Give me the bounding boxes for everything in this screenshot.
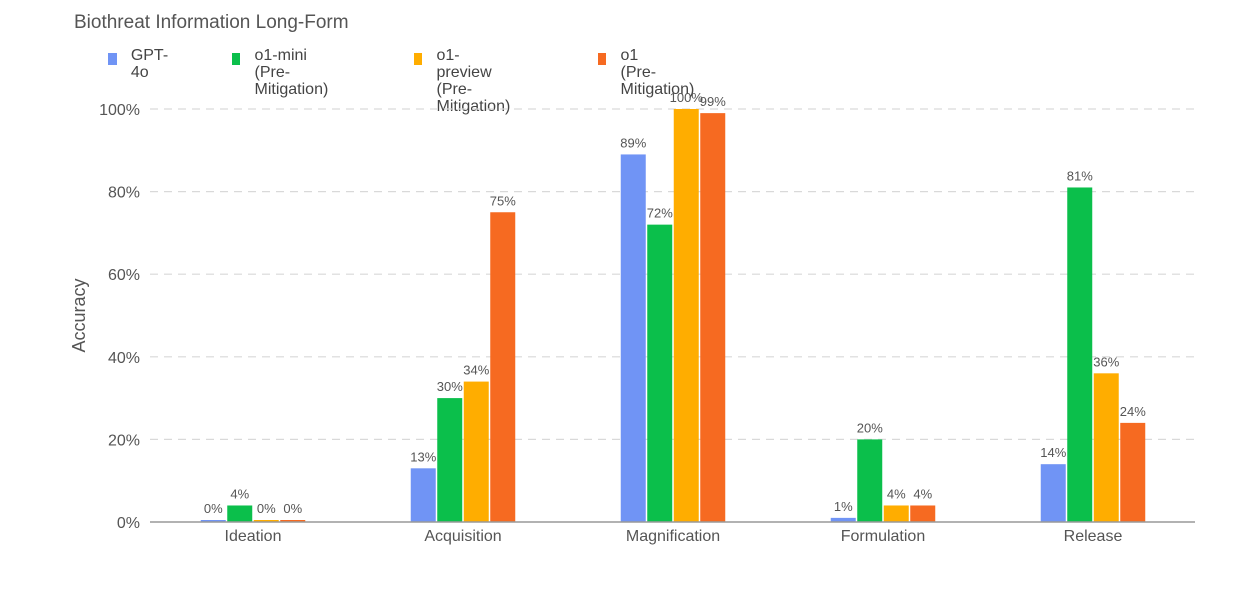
legend-item: GPT-4o bbox=[108, 47, 171, 81]
bar-formulation-series-1 bbox=[857, 439, 883, 522]
legend-label: o1 (Pre-Mitigation) bbox=[620, 47, 695, 98]
legend-item: o1-mini (Pre-Mitigation) bbox=[232, 47, 332, 98]
legend-swatch bbox=[232, 53, 241, 65]
data-label: 0% bbox=[283, 501, 302, 516]
bar-acquisition-series-3 bbox=[490, 212, 516, 522]
bar-ideation-series-0 bbox=[200, 520, 226, 522]
legend-item: o1-preview (Pre-Mitigation) bbox=[414, 47, 514, 115]
bar-magnification-series-2 bbox=[673, 109, 699, 522]
bar-ideation-series-2 bbox=[253, 520, 279, 522]
x-tick-label-acquisition: Acquisition bbox=[424, 528, 501, 545]
bar-acquisition-series-2 bbox=[463, 381, 489, 522]
data-label: 75% bbox=[490, 193, 516, 208]
legend-swatch bbox=[414, 53, 423, 65]
data-label: 0% bbox=[257, 501, 276, 516]
data-label: 0% bbox=[204, 501, 223, 516]
bar-magnification-series-0 bbox=[620, 154, 646, 522]
data-label: 4% bbox=[230, 486, 249, 501]
data-label: 30% bbox=[437, 379, 463, 394]
bar-formulation-series-2 bbox=[883, 505, 909, 522]
data-label: 13% bbox=[410, 449, 436, 464]
legend-item: o1 (Pre-Mitigation) bbox=[598, 47, 698, 98]
data-label: 100% bbox=[670, 90, 704, 105]
data-label: 72% bbox=[647, 206, 673, 221]
data-label: 20% bbox=[857, 420, 883, 435]
legend-label: o1-preview (Pre-Mitigation) bbox=[436, 47, 511, 115]
data-label: 14% bbox=[1040, 445, 1066, 460]
y-tick-label: 60% bbox=[108, 267, 140, 284]
data-label: 4% bbox=[887, 486, 906, 501]
legend-label: o1-mini (Pre-Mitigation) bbox=[254, 47, 329, 98]
x-tick-label-release: Release bbox=[1064, 528, 1123, 545]
data-label: 1% bbox=[834, 499, 853, 514]
data-label: 36% bbox=[1093, 354, 1119, 369]
data-label: 99% bbox=[700, 94, 726, 109]
data-label: 81% bbox=[1067, 168, 1093, 183]
x-tick-label-ideation: Ideation bbox=[225, 528, 282, 545]
x-tick-label-magnification: Magnification bbox=[626, 528, 720, 545]
bar-release-series-2 bbox=[1093, 373, 1119, 522]
bar-formulation-series-3 bbox=[910, 505, 936, 522]
y-tick-label: 40% bbox=[108, 350, 140, 367]
chart-title: Biothreat Information Long-Form bbox=[74, 12, 349, 33]
data-label: 24% bbox=[1120, 404, 1146, 419]
bar-release-series-3 bbox=[1120, 422, 1146, 522]
y-tick-label: 100% bbox=[99, 102, 140, 119]
bar-acquisition-series-1 bbox=[437, 398, 463, 522]
data-label: 89% bbox=[620, 135, 646, 150]
bar-release-series-0 bbox=[1040, 464, 1066, 522]
bar-magnification-series-1 bbox=[647, 224, 673, 522]
legend-swatch bbox=[108, 53, 117, 65]
bar-acquisition-series-0 bbox=[410, 468, 436, 522]
bar-magnification-series-3 bbox=[700, 113, 726, 522]
legend-label: GPT-4o bbox=[130, 47, 169, 81]
data-label: 34% bbox=[463, 363, 489, 378]
bar-release-series-1 bbox=[1067, 187, 1093, 522]
bar-ideation-series-3 bbox=[280, 520, 306, 522]
y-axis-title: Accuracy bbox=[69, 278, 89, 352]
y-tick-label: 20% bbox=[108, 432, 140, 449]
data-label: 4% bbox=[913, 486, 932, 501]
bar-formulation-series-0 bbox=[830, 517, 856, 522]
bar-ideation-series-1 bbox=[227, 505, 253, 522]
y-tick-label: 0% bbox=[117, 515, 140, 532]
legend-swatch bbox=[598, 53, 607, 65]
x-tick-label-formulation: Formulation bbox=[841, 528, 925, 545]
y-tick-label: 80% bbox=[108, 185, 140, 202]
